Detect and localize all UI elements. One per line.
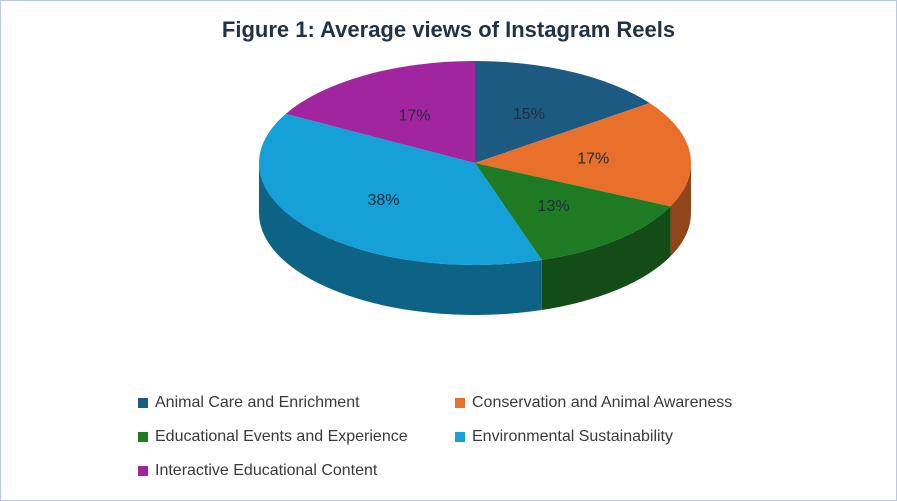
pie-slice-side xyxy=(670,163,691,257)
data-label: 13% xyxy=(538,198,570,215)
legend-item-conservation: Conservation and Animal Awareness xyxy=(455,394,732,412)
pie-slice xyxy=(259,113,542,265)
legend-swatch xyxy=(138,466,148,476)
pie-slice xyxy=(475,103,691,207)
pie-slice xyxy=(475,61,650,163)
pie-labels: 15% 17% 13% 38% 17% xyxy=(367,106,609,215)
chart-title: Figure 1: Average views of Instagram Ree… xyxy=(221,17,676,42)
pie-slice-side xyxy=(541,206,671,311)
legend-item-animal-care: Animal Care and Enrichment xyxy=(138,394,360,412)
pie-slice xyxy=(475,163,671,261)
legend-item-educational-events: Educational Events and Experience xyxy=(138,428,408,446)
legend-swatch xyxy=(455,432,465,442)
data-label: 17% xyxy=(577,151,609,168)
pie-slice-side xyxy=(259,163,542,315)
legend-label: Conservation and Animal Awareness xyxy=(472,394,733,411)
data-label: 17% xyxy=(399,108,431,125)
legend-label: Animal Care and Enrichment xyxy=(155,394,360,411)
pie-top xyxy=(259,60,691,265)
legend-swatch xyxy=(138,398,148,408)
pie-sides xyxy=(259,163,691,315)
legend-item-environmental: Environmental Sustainability xyxy=(455,428,673,446)
data-label: 38% xyxy=(367,192,399,209)
legend-label: Interactive Educational Content xyxy=(155,462,378,479)
pie-slice xyxy=(285,60,475,163)
legend-item-interactive: Interactive Educational Content xyxy=(138,462,377,480)
legend-label: Educational Events and Experience xyxy=(155,428,408,445)
data-label: 15% xyxy=(513,106,545,123)
legend-swatch xyxy=(138,432,148,442)
legend-swatch xyxy=(455,398,465,408)
legend-label: Environmental Sustainability xyxy=(472,428,673,445)
